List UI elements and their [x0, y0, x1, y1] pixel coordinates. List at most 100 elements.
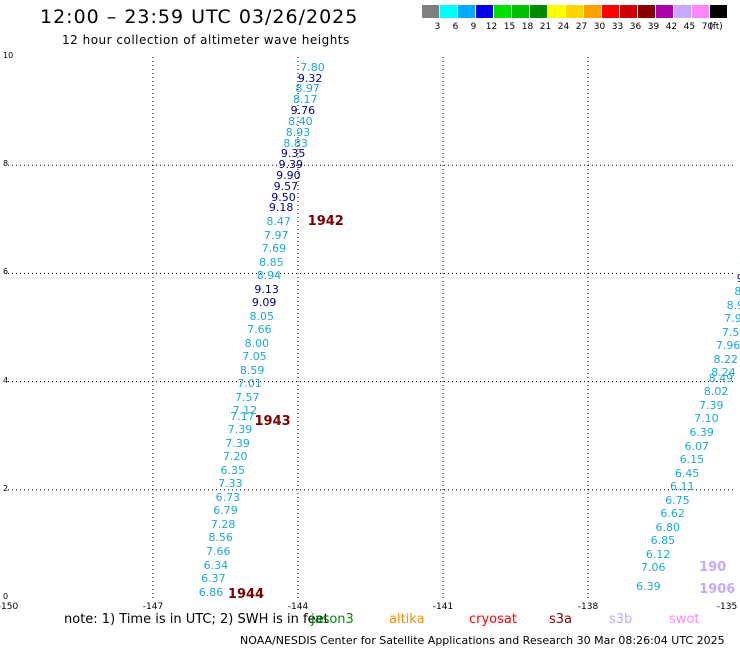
swh-value-label: 8.47 [266, 215, 291, 228]
legend-tick-label: 15 [503, 22, 516, 32]
satellite-cryosat: cryosat [469, 612, 517, 627]
x-tick-label: -150 [0, 602, 19, 612]
swh-value-label: 6.75 [665, 493, 690, 507]
swh-value-label: 8.85 [259, 255, 284, 269]
orbit-number-label: 1943 [254, 414, 291, 430]
swh-value-label: 6.11 [670, 480, 695, 494]
swh-value-label: 8 [734, 285, 740, 299]
swh-value-label: 6.39 [689, 425, 714, 439]
swh-value-label: 8.17 [293, 93, 318, 107]
swh-value-label: 6.15 [679, 453, 705, 467]
legend-tick-label: 70 [701, 22, 714, 32]
satellite-swot: swot [669, 612, 700, 627]
swh-value-label: 8.49 [708, 371, 734, 385]
y-tick-label: 4 [3, 375, 9, 385]
legend-tick-label: 3 [434, 22, 441, 32]
swh-value-label: 7.69 [261, 242, 287, 256]
legend-tick-label: 24 [557, 22, 570, 32]
swh-value-label: 6.12 [645, 547, 671, 561]
legend-tick-label: 33 [611, 22, 624, 32]
legend-tick-label: 45 [683, 22, 696, 32]
swh-value-label: 7.96 [715, 339, 740, 353]
chart-subtitle: 12 hour collection of altimeter wave hei… [62, 33, 350, 47]
swh-value-label: 7.9 [724, 312, 740, 326]
legend-tick-label: 42 [665, 22, 678, 32]
x-tick-label: -135 [716, 602, 738, 612]
swh-value-label: 7.39 [227, 423, 253, 437]
legend-tick-label: 18 [521, 22, 534, 32]
swh-value-label: 7.5 [721, 325, 740, 339]
legend-tick-label: 9 [470, 22, 477, 32]
swh-value-label: 6.07 [684, 439, 710, 453]
swh-value-label: 7.10 [694, 412, 719, 426]
satellite-s3a: s3a [549, 612, 573, 627]
legend-swatch [566, 5, 583, 18]
legend-swatch [530, 5, 547, 18]
swh-value-label: 6.79 [213, 504, 238, 518]
orbit-number-label: 1942 [307, 214, 344, 229]
legend-swatch [440, 5, 457, 18]
swh-value-label: 7.20 [222, 450, 248, 464]
swh-value-label: 9.50 [271, 190, 296, 204]
satellite-s3b: s3b [609, 612, 633, 627]
swh-value-label: 9 [737, 272, 740, 285]
swh-value-label: 8.05 [249, 309, 275, 323]
swh-value-label: 7.57 [235, 390, 260, 404]
swh-value-label: 6.62 [660, 507, 685, 521]
swh-value-label: 8.00 [244, 336, 270, 350]
orbit-number-label: 190 [699, 560, 727, 576]
swh-value-label: 9.90 [276, 169, 301, 183]
legend-tick-label: 21 [539, 22, 552, 32]
swh-value-label: 8.40 [288, 114, 313, 128]
legend-swatch [584, 5, 601, 18]
swh-value-label: 8.02 [703, 385, 729, 399]
swh-value-label: 8.83 [283, 136, 308, 150]
swh-value-label: 7.39 [699, 398, 724, 412]
swh-value-label: 6.34 [203, 558, 229, 572]
swh-value-label: 6.85 [650, 534, 676, 548]
y-tick-label: 2 [3, 483, 9, 493]
y-tick-label: 6 [3, 267, 9, 277]
footer-credit: NOAA/NESDIS Center for Satellite Applica… [240, 634, 725, 647]
swh-value-label: 8.59 [239, 363, 265, 377]
swh-value-label: 8.93 [285, 125, 311, 139]
satellite-jason3: jason3 [311, 612, 354, 627]
legend-tick-label: 30 [593, 22, 606, 32]
legend-swatch [710, 5, 727, 18]
swh-value-label: 6.37 [201, 572, 226, 586]
legend-tick-label: 36 [629, 22, 642, 32]
swh-value-label: 8.9 [726, 298, 740, 312]
swh-value-label: 6.35 [220, 463, 246, 477]
swh-value-label: 7.80 [300, 60, 325, 74]
swh-value-label: 7.17 [230, 409, 255, 423]
swh-value-label: 9.09 [251, 296, 277, 310]
swh-value-label: 7.39 [225, 436, 250, 450]
swh-value-label: 9.39 [278, 158, 304, 172]
x-tick-label: -147 [142, 602, 164, 612]
color-scale-legend: 3 6 9 12 15 18 21 24 27 30 33 36 39 42 45 70 (ft) [422, 5, 728, 35]
legend-swatch [602, 5, 619, 18]
swh-value-label: 8.22 [713, 352, 739, 366]
note-text: note: 1) Time is in UTC; 2) SWH is in fe… [64, 612, 329, 627]
swh-value-label: 7.97 [264, 228, 289, 242]
satellite-altika: altika [389, 612, 425, 627]
legend-tick-label: 12 [485, 22, 498, 32]
legend-unit-label: (ft) [709, 22, 723, 32]
swh-value-label: 7.66 [206, 545, 231, 558]
swh-value-label: 9.32 [297, 71, 323, 85]
legend-tick-label: 39 [647, 22, 660, 32]
legend-swatch [674, 5, 691, 18]
legend-swatch [494, 5, 511, 18]
swh-value-label: 7.12 [232, 404, 258, 418]
swh-value-label: 6.80 [655, 520, 681, 534]
swh-value-label: 6.39 [636, 580, 661, 594]
swh-value-label: 9.13 [254, 282, 279, 296]
legend-swatch [512, 5, 529, 18]
legend-swatch [656, 5, 673, 18]
swh-value-label: 9.18 [268, 201, 294, 215]
legend-swatch [638, 5, 655, 18]
swh-value-label: 7.05 [242, 350, 267, 364]
legend-tick-label: 6 [452, 22, 459, 32]
orbit-number-label: 1906 [699, 581, 736, 597]
